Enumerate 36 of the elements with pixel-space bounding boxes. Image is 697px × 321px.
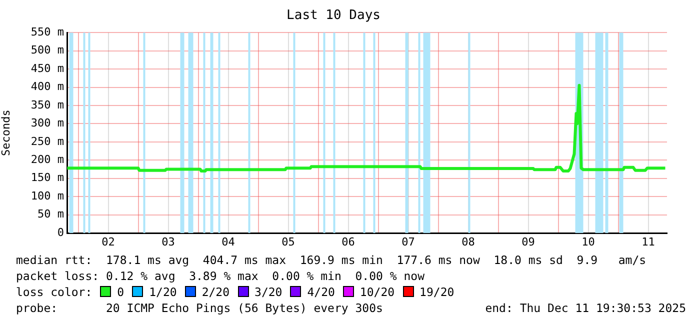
x-tick-label: 11 <box>642 235 655 248</box>
x-tick-label: 10 <box>582 235 595 248</box>
x-tick-label: 05 <box>282 235 295 248</box>
y-tick-label: 150 m <box>30 171 64 184</box>
text: probe: 20 ICMP Echo Pings (56 Bytes) every 300s <box>16 300 383 316</box>
x-tick-label: 09 <box>522 235 535 248</box>
x-tick-label: 04 <box>222 235 236 248</box>
x-tick-label: 03 <box>162 235 175 248</box>
legend-label: 19/20 <box>420 285 454 299</box>
chart-title: Last 10 Days <box>286 8 380 24</box>
y-tick-label: 350 m <box>30 98 64 112</box>
y-tick-label: 300 m <box>30 116 64 130</box>
y-tick-label: 450 m <box>30 62 64 75</box>
legend-title: loss color: <box>16 285 92 299</box>
legend-label: 1/20 <box>149 285 177 299</box>
text: median rtt: 178.1 ms avg 404.7 ms max 169.9 ms min 177.6 ms now 18.0 ms sd 9.9 am/s <box>16 252 648 268</box>
y-tick-label: 50 m <box>38 208 64 221</box>
y-tick-label: 550 m <box>30 25 64 38</box>
x-tick-label: 07 <box>402 235 415 248</box>
text: packet loss: 0.12 % avg 3.89 % max 0.00 % min 0.00 % now <box>16 268 426 284</box>
legend-label: 0 <box>117 285 124 299</box>
y-tick-label: 100 m <box>30 189 64 202</box>
text: end: Thu Dec 11 19:30:53 2025 <box>485 300 686 316</box>
y-tick-label: 200 m <box>30 152 64 166</box>
x-tick-label: 08 <box>462 235 475 248</box>
y-tick-label: 500 m <box>30 44 64 57</box>
x-tick-label: 06 <box>342 235 355 248</box>
y-tick-label: 400 m <box>30 80 64 94</box>
y-axis-title: Seconds <box>0 110 12 156</box>
y-tick-label: 250 m <box>30 134 64 148</box>
legend-label: 10/20 <box>360 285 395 299</box>
x-tick-label: 02 <box>102 235 115 248</box>
y-tick-label: 0 <box>57 226 64 239</box>
legend-label: 3/20 <box>254 285 282 299</box>
legend-label: 2/20 <box>202 285 230 299</box>
legend-label: 4/20 <box>307 285 335 299</box>
